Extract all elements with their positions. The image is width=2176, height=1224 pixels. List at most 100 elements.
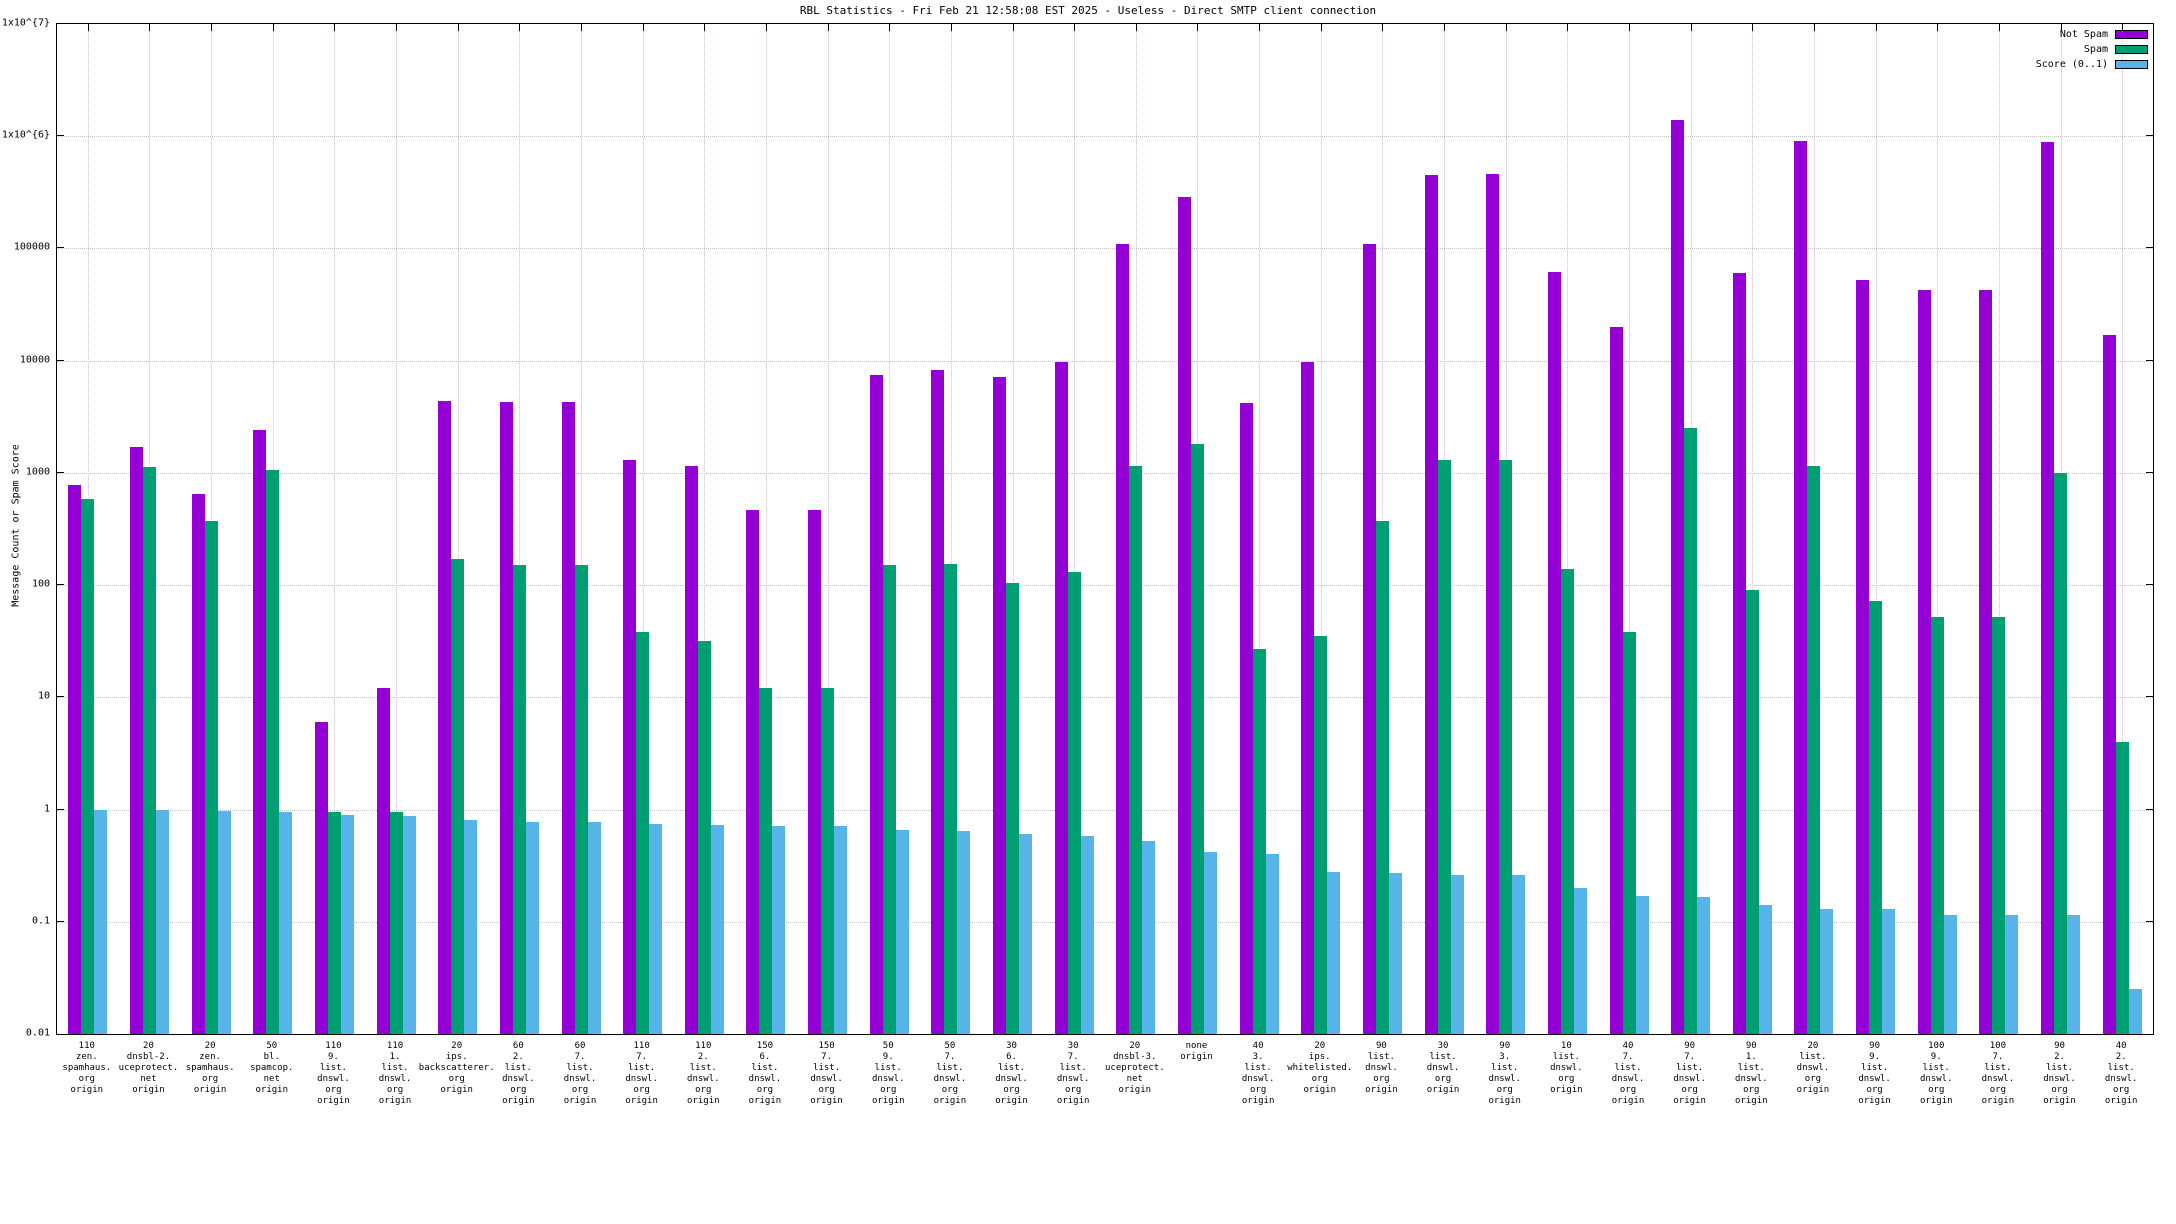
bar-score-0-1 (279, 812, 293, 1034)
x-tick-mark (1629, 24, 1630, 31)
x-gridline (457, 24, 459, 1034)
bar-spam (1006, 582, 1020, 1034)
y-tick-label: 1000 (25, 466, 50, 478)
bar-score-0-1 (1635, 895, 1649, 1034)
x-gridline (704, 24, 706, 1034)
bar-score-0-1 (957, 830, 971, 1034)
x-tick-mark (1998, 24, 2000, 31)
x-tick-mark (334, 24, 336, 31)
bar-not-spam (1732, 273, 1746, 1034)
y-tick-mark (2146, 359, 2153, 361)
bar-not-spam (314, 722, 328, 1034)
x-tick-mark (950, 24, 952, 31)
y-gridline (57, 585, 2153, 587)
x-tick-mark (2122, 24, 2124, 31)
bar-score-0-1 (1573, 888, 1587, 1034)
x-gridline (1629, 24, 1630, 1034)
x-category-label: 150 6. list. dnswl. org origin (748, 1041, 782, 1106)
bar-not-spam (561, 401, 575, 1034)
y-tick-mark (57, 808, 64, 810)
y-tick-label: 10000 (19, 354, 50, 366)
x-category-label: 90 1. list. dnswl. org origin (1735, 1041, 1768, 1106)
bar-spam (451, 559, 465, 1034)
bar-not-spam (499, 401, 513, 1034)
y-gridline (57, 809, 2153, 811)
bar-spam (759, 688, 773, 1034)
bar-spam (882, 565, 896, 1034)
x-tick-mark (1567, 24, 1569, 31)
bar-score-0-1 (772, 825, 786, 1034)
bar-spam (1684, 428, 1698, 1034)
bar-score-0-1 (1882, 909, 1896, 1034)
x-category-label: none origin (1180, 1041, 1213, 1062)
bar-score-0-1 (1758, 905, 1772, 1034)
bar-not-spam (1362, 243, 1376, 1034)
bar-not-spam (1116, 243, 1130, 1034)
bar-spam (1375, 521, 1389, 1034)
y-tick-mark (57, 359, 64, 361)
x-category-label: 110 zen. spamhaus. org origin (62, 1041, 112, 1095)
bar-not-spam (2102, 334, 2116, 1034)
x-category-label: 50 9. list. dnswl. org origin (871, 1041, 905, 1106)
bar-spam (81, 499, 95, 1034)
bar-score-0-1 (1450, 875, 1464, 1034)
legend: Not Spam Spam Score (0..1) (2036, 27, 2148, 72)
x-gridline (396, 24, 398, 1034)
bar-score-0-1 (155, 809, 169, 1034)
bar-score-0-1 (1019, 834, 1033, 1034)
x-category-label: 20 ips. whitelisted. org origin (1287, 1041, 1353, 1095)
bar-not-spam (68, 485, 82, 1034)
bar-spam (1930, 616, 1944, 1034)
bar-not-spam (746, 509, 760, 1034)
bar-spam (1129, 466, 1143, 1034)
y-tick-mark (57, 920, 64, 922)
bar-not-spam (1917, 289, 1931, 1034)
bar-spam (574, 565, 588, 1034)
bar-score-0-1 (1388, 873, 1402, 1034)
x-axis-labels: 110 zen. spamhaus. org origin 20 dnsbl-2.… (56, 1041, 2154, 1131)
bar-score-0-1 (525, 821, 539, 1034)
x-category-label: 10 list. dnswl. org origin (1550, 1041, 1583, 1095)
x-category-label: 40 2. list. dnswl. org origin (2104, 1041, 2138, 1106)
bar-score-0-1 (895, 829, 909, 1034)
bar-not-spam (623, 460, 637, 1034)
bar-spam (142, 467, 156, 1034)
bar-spam (389, 812, 403, 1034)
legend-item: Not Spam (2036, 27, 2148, 42)
y-gridline (57, 360, 2153, 362)
x-category-label: 20 dnsbl-3. uceprotect. net origin (1105, 1041, 1165, 1095)
x-tick-mark (1937, 24, 1939, 31)
legend-label: Score (0..1) (2035, 59, 2108, 70)
x-gridline (519, 24, 521, 1034)
bar-spam (1560, 568, 1574, 1034)
y-tick-label: 1x10^{6} (1, 129, 50, 141)
x-category-label: 30 list. dnswl. org origin (1426, 1041, 1460, 1095)
y-tick-mark (57, 471, 64, 473)
bar-not-spam (1856, 280, 1870, 1034)
bar-spam (1190, 444, 1204, 1034)
y-tick-mark (57, 584, 64, 586)
bar-spam (636, 632, 650, 1034)
x-category-label: 90 7. list. dnswl. org origin (1673, 1041, 1706, 1106)
x-tick-mark (1752, 24, 1754, 31)
x-category-label: 90 2. list. dnswl. org origin (2043, 1041, 2076, 1106)
y-tick-mark (2146, 696, 2153, 698)
y-tick-label: 100 (31, 578, 50, 590)
x-tick-mark (2060, 24, 2062, 31)
bar-spam (1437, 460, 1451, 1034)
bar-spam (1622, 632, 1636, 1034)
bar-score-0-1 (834, 825, 848, 1034)
bar-spam (1067, 572, 1081, 1034)
bar-not-spam (1979, 289, 1993, 1034)
bar-score-0-1 (710, 824, 724, 1034)
y-gridline (57, 697, 2153, 699)
x-gridline (1012, 24, 1014, 1034)
x-gridline (1875, 24, 1877, 1034)
x-gridline (1074, 24, 1076, 1034)
x-category-label: 50 7. list. dnswl. org origin (933, 1041, 967, 1106)
legend-swatch (2115, 45, 2148, 54)
legend-item: Spam (2036, 42, 2148, 57)
x-tick-mark (519, 24, 521, 31)
bar-score-0-1 (217, 811, 231, 1034)
x-tick-mark (765, 24, 767, 31)
